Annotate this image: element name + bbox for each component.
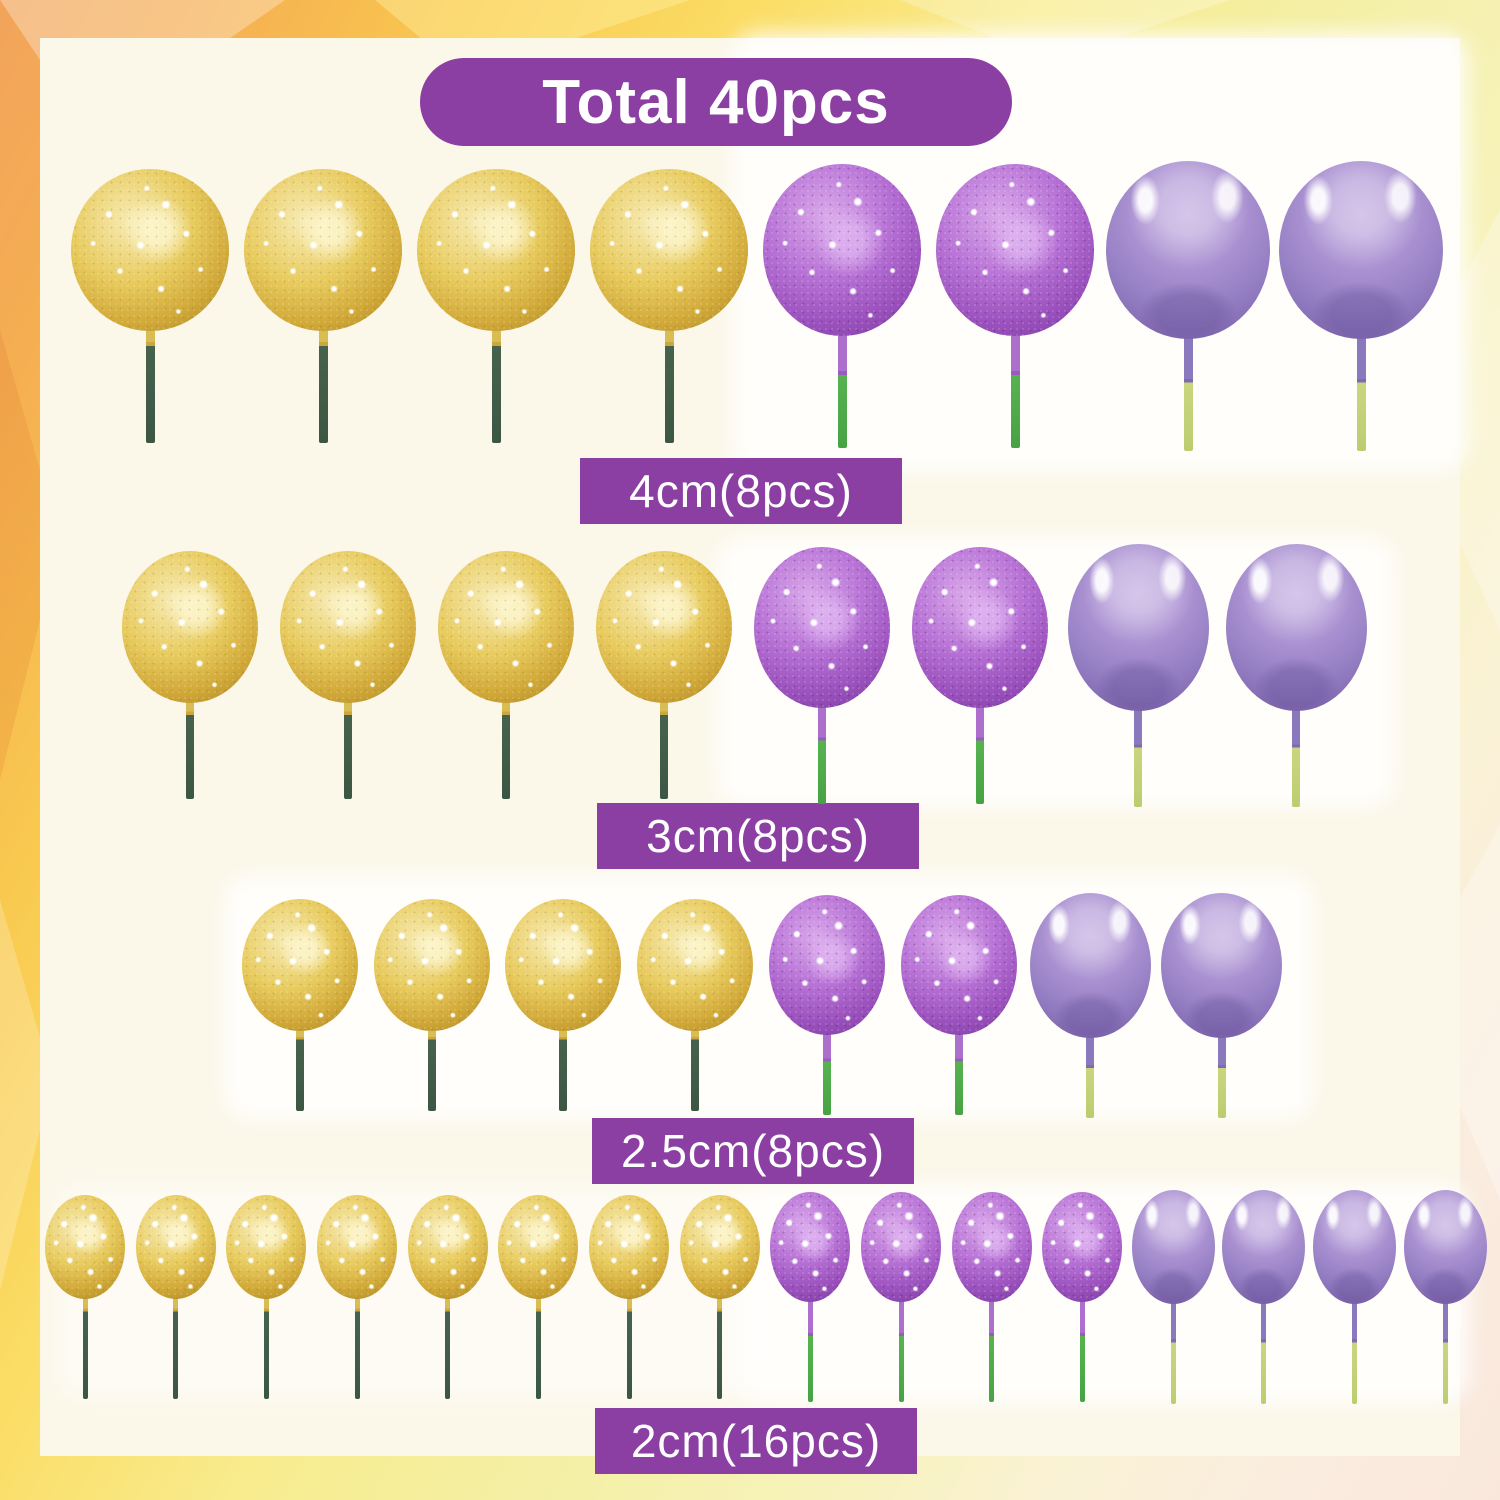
ball-stick <box>1351 1296 1357 1404</box>
ball-stick <box>626 1291 632 1399</box>
gold-glitter-ball <box>590 169 748 331</box>
gold-glitter-ball <box>373 899 490 1031</box>
title-banner: Total 40pcs <box>420 58 1012 146</box>
size-banner-4cm: 4cm(8pcs) <box>580 458 902 524</box>
gold-glitter-ball <box>407 1195 488 1299</box>
purple-glitter-ball <box>936 164 1094 336</box>
ball-stick <box>1183 331 1193 451</box>
purple-plain-ball <box>1029 892 1151 1038</box>
gold-glitter-ball <box>679 1195 760 1299</box>
gold-glitter-ball <box>71 169 229 331</box>
purple-plain-ball <box>1161 892 1283 1038</box>
ball-stick <box>1170 1296 1176 1404</box>
ball-stick <box>837 328 847 448</box>
ball-stick <box>427 1023 436 1111</box>
ball-stick <box>263 1291 269 1399</box>
purple-plain-ball <box>1131 1190 1215 1304</box>
purple-glitter-ball <box>861 1192 942 1302</box>
ball-stick <box>822 1027 831 1115</box>
purple-plain-ball <box>1225 543 1367 711</box>
gold-glitter-ball <box>417 169 575 331</box>
ball-stick <box>445 1291 451 1399</box>
ball-stick <box>145 323 155 443</box>
size-banner-3cm: 3cm(8pcs) <box>597 803 919 869</box>
ball-stick <box>1442 1296 1448 1404</box>
ball-stick <box>318 323 328 443</box>
size-label: 2cm(16pcs) <box>630 1415 882 1467</box>
purple-plain-ball <box>1403 1190 1487 1304</box>
size-label: 2.5cm(8pcs) <box>620 1125 886 1177</box>
ball-stick <box>1079 1294 1085 1402</box>
ball-stick <box>1261 1296 1267 1404</box>
ball-stick <box>1134 702 1142 807</box>
purple-plain-ball <box>1222 1190 1306 1304</box>
gold-glitter-ball <box>596 551 732 703</box>
ball-stick <box>502 695 510 799</box>
gold-glitter-ball <box>242 899 358 1031</box>
ball-stick <box>186 695 194 799</box>
title-text: Total 40pcs <box>542 67 890 137</box>
purple-plain-ball <box>1106 161 1270 339</box>
ball-stick <box>807 1294 813 1402</box>
ball-stick <box>717 1291 723 1399</box>
purple-glitter-ball <box>763 164 921 336</box>
gold-glitter-ball <box>637 899 754 1031</box>
purple-glitter-ball <box>770 1192 851 1302</box>
ball-stick <box>82 1291 88 1399</box>
gold-glitter-ball <box>498 1195 579 1299</box>
gold-glitter-ball <box>226 1195 307 1299</box>
purple-glitter-ball <box>900 895 1017 1035</box>
purple-glitter-ball <box>768 895 885 1035</box>
ball-stick <box>818 699 826 804</box>
size-label: 4cm(8pcs) <box>629 465 853 517</box>
ball-stick <box>1086 1029 1095 1118</box>
purple-glitter-ball <box>951 1192 1032 1302</box>
ball-stick <box>976 699 984 804</box>
size-banner-2cm: 2cm(16pcs) <box>595 1408 917 1474</box>
gold-glitter-ball <box>505 899 622 1031</box>
ball-stick <box>354 1291 360 1399</box>
purple-plain-ball <box>1279 161 1443 339</box>
size-label: 3cm(8pcs) <box>646 810 870 862</box>
ball-stick <box>954 1027 963 1115</box>
ball-stick <box>344 695 352 799</box>
ball-stick <box>1356 331 1366 451</box>
ball-stick <box>989 1294 995 1402</box>
gold-glitter-ball <box>317 1195 397 1299</box>
gold-glitter-ball <box>438 551 574 703</box>
ball-stick <box>1292 702 1300 807</box>
gold-glitter-ball <box>244 169 402 331</box>
ball-stick <box>1010 328 1020 448</box>
purple-glitter-ball <box>754 546 890 708</box>
ball-stick <box>173 1291 179 1399</box>
ball-stick <box>491 323 501 443</box>
ball-stick <box>296 1023 304 1111</box>
gold-glitter-ball <box>45 1195 125 1299</box>
size-banner-2-5cm: 2.5cm(8pcs) <box>592 1118 914 1184</box>
ball-stick <box>898 1294 904 1402</box>
gold-glitter-ball <box>589 1195 670 1299</box>
ball-stick <box>1217 1029 1226 1118</box>
purple-plain-ball <box>1067 543 1209 711</box>
gold-glitter-ball <box>280 551 416 703</box>
gold-glitter-ball <box>135 1195 216 1299</box>
ball-stick <box>664 323 674 443</box>
purple-plain-ball <box>1312 1190 1396 1304</box>
purple-glitter-ball <box>1042 1192 1123 1302</box>
ball-stick <box>660 695 668 799</box>
ball-stick <box>691 1023 700 1111</box>
ball-stick <box>559 1023 568 1111</box>
gold-glitter-ball <box>122 551 258 703</box>
ball-stick <box>535 1291 541 1399</box>
purple-glitter-ball <box>912 546 1048 708</box>
